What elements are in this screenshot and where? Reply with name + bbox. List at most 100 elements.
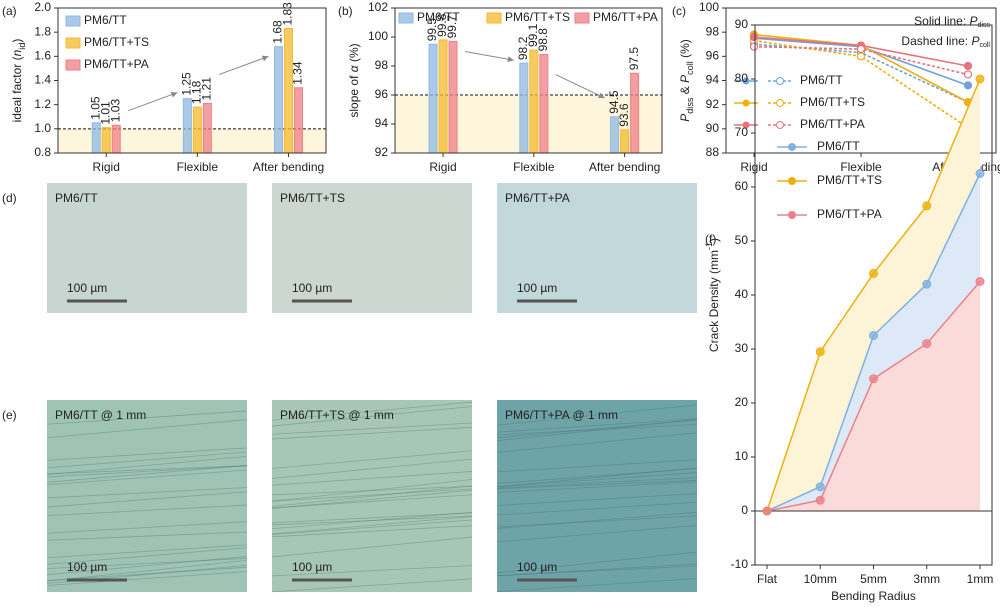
y-tick-label: 10 (735, 449, 749, 463)
crack (46, 547, 248, 565)
y-tick-label: 1.6 (34, 49, 51, 63)
legend-label: PM6/TT+TS (817, 173, 882, 187)
point (869, 374, 878, 384)
text-part: P (971, 34, 979, 48)
text-part: slope of (347, 72, 361, 117)
crack (46, 455, 248, 475)
legend-marker (788, 177, 796, 185)
x-tick-label: Flexible (177, 160, 219, 174)
y-tick-label: 40 (735, 287, 749, 301)
x-tick-label: After bending (589, 160, 660, 174)
annotation: Solid line: Pdiss (914, 14, 990, 29)
text-part: α (347, 64, 361, 72)
micrograph-label: PM6/TT+PA (505, 191, 570, 205)
crack (496, 563, 698, 577)
micrograph (272, 400, 472, 592)
crack (271, 511, 473, 530)
crack (271, 512, 473, 524)
y-tick-label: 96 (706, 49, 720, 63)
bar (273, 46, 283, 154)
crack (46, 571, 248, 586)
legend-label: PM6/TT+PA (817, 207, 882, 221)
text-part: n (10, 49, 24, 56)
crack (271, 516, 473, 535)
bar (448, 40, 458, 154)
y-axis-label: Crack Density (mm-1) (704, 238, 721, 352)
point (922, 279, 932, 289)
y-tick-label: 0 (741, 503, 748, 517)
bar-value-label: 98.2 (516, 36, 530, 60)
legend-swatch (398, 12, 414, 24)
bar-value-label: 97.5 (627, 47, 641, 71)
text-part: diss (978, 22, 991, 29)
scale-bar-label: 100 µm (292, 281, 332, 295)
x-tick-label: Flat (757, 572, 778, 586)
y-tick-label: 98 (375, 58, 389, 72)
crack (496, 477, 698, 489)
bar-value-label: 93.6 (617, 103, 631, 127)
bar (428, 43, 438, 154)
legend-marker (776, 99, 784, 107)
bar-value-label: 1.01 (98, 101, 112, 125)
bar (293, 87, 303, 154)
crack (496, 551, 698, 574)
legend-swatch (486, 12, 502, 24)
point (869, 268, 878, 278)
micrograph (47, 183, 247, 313)
plot-frame (394, 7, 663, 154)
crack (271, 519, 473, 535)
bar-value-label: 1.34 (291, 61, 305, 85)
bar (91, 122, 101, 154)
crack (496, 418, 698, 433)
legend-label: PM6/TT+PA (800, 117, 865, 131)
x-tick-label: Rigid (429, 160, 456, 174)
legend-swatch (65, 15, 81, 27)
bar (539, 53, 549, 154)
crack (271, 406, 473, 427)
text-part: coll (685, 61, 695, 75)
micrograph (272, 183, 472, 313)
text-part: Dashed line: (901, 34, 971, 48)
text-part: Crack Density (mm (707, 250, 721, 352)
y-tick-label: 94 (706, 73, 720, 87)
legend-label: PM6/TT+PA (593, 10, 658, 24)
legend-swatch (65, 59, 81, 71)
crack (46, 410, 248, 425)
text-part: -1 (704, 242, 714, 250)
y-tick-label: 0.8 (34, 145, 51, 159)
crack (496, 419, 698, 442)
bar-value-label: 1.05 (88, 96, 102, 120)
point (963, 61, 973, 71)
text-part: & (678, 83, 692, 98)
text-part: P (678, 114, 692, 122)
y-tick-label: 1.0 (34, 121, 51, 135)
y-axis-label: slope of α (%) (347, 43, 361, 117)
crack (271, 479, 473, 502)
text-part: coll (979, 42, 990, 49)
crack (271, 494, 473, 509)
y-axis-label: Pdiss & Pcoll (%) (678, 39, 695, 122)
crack (271, 458, 473, 479)
trend-arrow (464, 51, 514, 63)
micrograph (497, 183, 697, 313)
crack (46, 560, 248, 582)
crack (46, 557, 248, 569)
text-part: P (970, 14, 978, 28)
crack (271, 450, 473, 469)
crack (271, 565, 473, 577)
crack (271, 525, 473, 538)
crack (271, 426, 473, 440)
crack (271, 489, 473, 509)
crack (46, 451, 248, 469)
y-tick-label: 90 (706, 121, 720, 135)
point (856, 44, 866, 54)
bar (519, 62, 529, 154)
point (975, 74, 985, 84)
crack (496, 459, 698, 473)
y-tick-label: 94 (375, 116, 389, 130)
bar-value-label: 1.25 (180, 72, 194, 96)
panel-label: (c) (672, 4, 686, 18)
bar (182, 98, 192, 154)
y-tick-label: 30 (735, 341, 749, 355)
x-axis-label: Bending Radius (831, 589, 916, 603)
